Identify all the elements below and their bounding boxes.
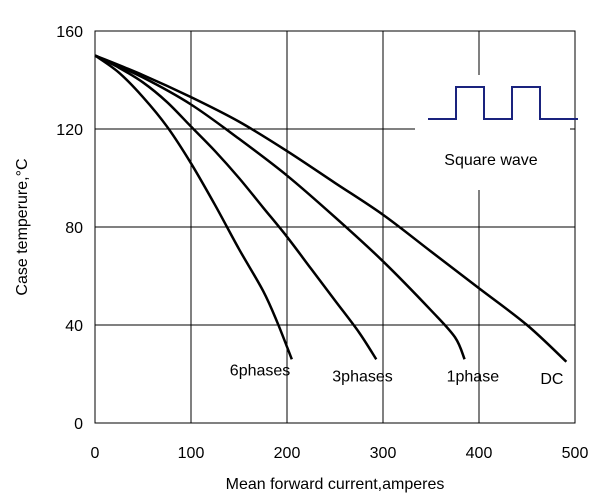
series-curves [94,54,568,363]
inset-label: Square wave [444,152,537,169]
x-tick-label: 500 [562,445,589,462]
plot-frame [94,30,576,424]
x-tick-labels: 0 100 200 300 400 500 [91,445,589,462]
x-axis-label: Mean forward current,amperes [226,476,445,493]
inset-legend: Square wave [415,75,578,190]
y-tick-label: 80 [65,220,83,237]
series-label-DC: DC [540,371,563,388]
y-axis-label: Case temperure,°C [14,158,31,295]
y-tick-labels: 0 40 80 120 160 [56,24,83,433]
x-tick-label: 200 [274,445,301,462]
series-line-3phases [94,54,378,360]
series-label-1phase: 1phase [447,368,500,385]
y-tick-label: 120 [56,122,83,139]
series-line-DC [94,54,568,363]
x-tick-label: 0 [91,445,100,462]
x-tick-label: 400 [466,445,493,462]
y-tick-label: 40 [65,318,83,335]
x-tick-label: 300 [370,445,397,462]
x-tick-label: 100 [178,445,205,462]
inset-background [415,75,570,190]
square-wave-icon [428,86,578,120]
series-line-1phase [94,54,466,360]
y-tick-label: 0 [74,416,83,433]
series-line-6phases [94,54,293,360]
series-label-3phases: 3phases [332,368,393,385]
y-tick-label: 160 [56,24,83,41]
series-label-6phases: 6phases [230,362,290,379]
series-labels: 6phases 3phases 1phase DC [230,362,564,387]
